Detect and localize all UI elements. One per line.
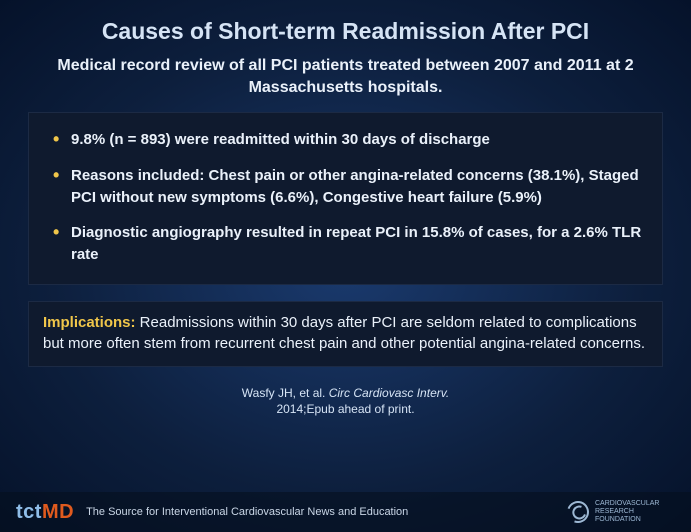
bullet-list: 9.8% (n = 893) were readmitted within 30… [49, 129, 642, 266]
crf-logo: CARDIOVASCULAR RESEARCH FOUNDATION [567, 500, 675, 523]
tctmd-logo: tctMD [16, 501, 74, 524]
logo-tct-part: tct [16, 501, 42, 523]
crf-swirl-icon [563, 497, 592, 526]
footer-bar: tctMD The Source for Interventional Card… [0, 492, 691, 532]
slide-subtitle: Medical record review of all PCI patient… [28, 55, 663, 98]
logo-md-part: MD [42, 501, 74, 523]
crf-text: CARDIOVASCULAR RESEARCH FOUNDATION [595, 500, 675, 523]
citation: Wasfy JH, et al. Circ Cardiovasc Interv.… [28, 385, 663, 417]
citation-authors: Wasfy JH, et al. [242, 386, 329, 400]
implications-label: Implications: [43, 314, 136, 331]
citation-rest: 2014;Epub ahead of print. [276, 402, 414, 416]
implications-box: Implications: Readmissions within 30 day… [28, 301, 663, 367]
footer-tagline: The Source for Interventional Cardiovasc… [86, 506, 408, 518]
citation-source: Circ Cardiovasc Interv. [329, 386, 449, 400]
findings-box: 9.8% (n = 893) were readmitted within 30… [28, 112, 663, 285]
bullet-item: Reasons included: Chest pain or other an… [49, 165, 642, 209]
bullet-item: 9.8% (n = 893) were readmitted within 30… [49, 129, 642, 151]
slide-title: Causes of Short-term Readmission After P… [28, 18, 663, 45]
bullet-item: Diagnostic angiography resulted in repea… [49, 222, 642, 266]
slide: Causes of Short-term Readmission After P… [0, 0, 691, 532]
